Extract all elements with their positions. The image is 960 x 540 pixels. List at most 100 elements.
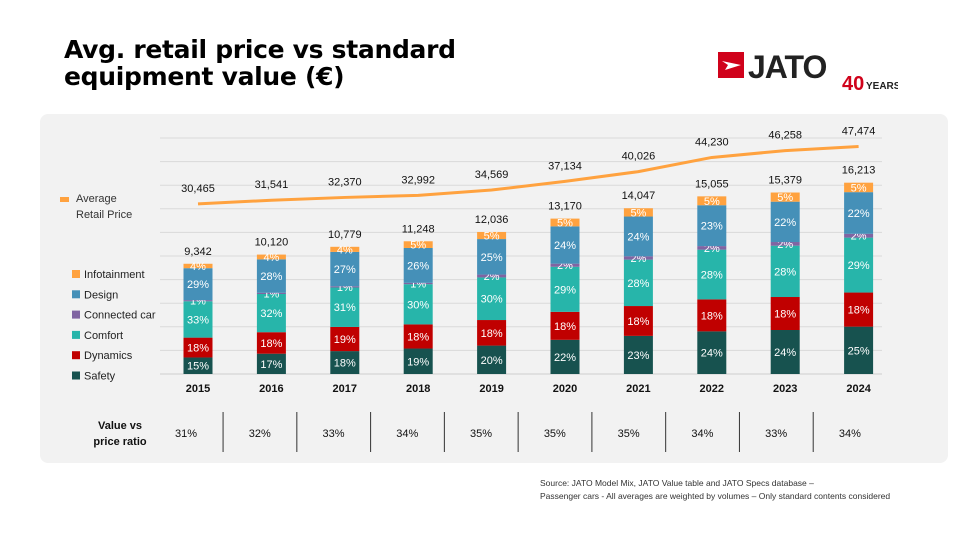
source-note: Source: JATO Model Mix, JATO Value table… xyxy=(540,477,890,503)
bar-segment-design xyxy=(697,205,727,247)
ratio-value: 35% xyxy=(618,428,640,440)
line-point-label: 47,474 xyxy=(842,126,876,138)
bar-segment-connected-car xyxy=(403,282,433,285)
bar-segment-comfort xyxy=(550,266,580,312)
segment-label: 28% xyxy=(701,270,723,282)
segment-label: 5% xyxy=(777,192,793,204)
segment-label: 5% xyxy=(851,182,867,194)
ratio-value: 34% xyxy=(396,428,418,440)
bar-segment-connected-car xyxy=(330,286,360,288)
segment-label: 18% xyxy=(260,338,282,350)
segment-label: 5% xyxy=(557,217,573,229)
segment-label: 19% xyxy=(334,334,356,346)
segment-label: 23% xyxy=(701,221,723,233)
svg-text:JATO: JATO xyxy=(748,49,827,85)
segment-label: 17% xyxy=(260,359,282,371)
x-tick-label: 2020 xyxy=(553,383,577,395)
x-tick-label: 2017 xyxy=(333,383,357,395)
legend-label: Infotainment xyxy=(84,269,145,281)
bar-segment-connected-car xyxy=(183,300,213,302)
segment-label: 18% xyxy=(407,331,429,343)
bar-segment-design xyxy=(623,216,653,257)
bar-segment-safety xyxy=(770,330,800,374)
segment-label: 18% xyxy=(554,321,576,333)
segment-label: 4% xyxy=(263,252,279,264)
segment-label: 24% xyxy=(774,347,796,359)
segment-label: 5% xyxy=(484,231,500,243)
x-tick-label: 2021 xyxy=(626,383,650,395)
legend-line-label: Average xyxy=(76,193,117,205)
svg-text:YEARS: YEARS xyxy=(866,81,898,92)
segment-label: 22% xyxy=(774,217,796,229)
legend-swatch xyxy=(72,371,80,380)
svg-text:40: 40 xyxy=(842,73,864,92)
jato-logo: JATO 40 YEARS xyxy=(718,49,898,92)
segment-label: 18% xyxy=(848,305,870,317)
source-line-1: Source: JATO Model Mix, JATO Value table… xyxy=(540,478,814,488)
segment-label: 4% xyxy=(190,261,206,273)
segment-label: 25% xyxy=(481,252,503,264)
segment-label: 29% xyxy=(554,284,576,296)
bar-segment-comfort xyxy=(770,245,800,298)
legend-label: Design xyxy=(84,289,118,301)
segment-label: 27% xyxy=(334,264,356,276)
segment-label: 32% xyxy=(260,308,282,320)
segment-label: 18% xyxy=(701,310,723,322)
x-tick-label: 2018 xyxy=(406,383,430,395)
bar-segment-connected-car xyxy=(623,256,653,260)
ratio-value: 34% xyxy=(839,428,861,440)
ratio-value: 34% xyxy=(691,428,713,440)
ratio-value: 33% xyxy=(765,428,787,440)
bar-segment-safety xyxy=(550,339,580,374)
source-line-2: Passenger cars - All averages are weight… xyxy=(540,491,891,501)
segment-label: 28% xyxy=(627,278,649,290)
bar-segment-design xyxy=(844,192,874,234)
bar-segment-design xyxy=(256,259,286,293)
ratio-value: 33% xyxy=(323,428,345,440)
segment-label: 15% xyxy=(187,361,209,373)
line-point-label: 31,541 xyxy=(255,179,289,191)
bar-segment-dynamics xyxy=(403,324,433,349)
segment-label: 30% xyxy=(481,294,503,306)
legend-swatch xyxy=(72,351,80,360)
segment-label: 5% xyxy=(410,240,426,252)
x-tick-label: 2016 xyxy=(259,383,283,395)
bar-segment-comfort xyxy=(403,284,433,325)
legend-line-swatch xyxy=(60,197,69,202)
x-tick-label: 2019 xyxy=(479,383,503,395)
line-point-label: 30,465 xyxy=(181,183,215,195)
segment-label: 18% xyxy=(481,328,503,340)
segment-label: 24% xyxy=(627,231,649,243)
x-tick-label: 2015 xyxy=(186,383,210,395)
ratio-value: 35% xyxy=(470,428,492,440)
bar-segment-dynamics xyxy=(183,337,213,358)
segment-label: 33% xyxy=(187,314,209,326)
bar-segment-connected-car xyxy=(477,274,507,278)
bar-segment-comfort xyxy=(477,277,507,321)
bar-segment-design xyxy=(183,268,213,301)
bar-segment-safety xyxy=(697,331,727,374)
bar-segment-safety xyxy=(256,353,286,374)
bar-total-label: 14,047 xyxy=(622,190,656,202)
segment-label: 18% xyxy=(187,343,209,355)
bar-segment-safety xyxy=(844,326,874,374)
ratio-value: 35% xyxy=(544,428,566,440)
ratio-value: 32% xyxy=(249,428,271,440)
legend-label: Comfort xyxy=(84,330,123,342)
bar-segment-infotainment xyxy=(770,192,800,202)
bar-segment-design xyxy=(330,251,360,287)
ratio-row-label: price ratio xyxy=(93,436,146,448)
bar-segment-design xyxy=(770,201,800,243)
bar-segment-infotainment xyxy=(330,246,360,252)
bar-segment-safety xyxy=(330,351,360,374)
segment-label: 18% xyxy=(334,358,356,370)
bar-segment-comfort xyxy=(623,259,653,307)
bar-segment-infotainment xyxy=(844,182,874,193)
bar-segment-connected-car xyxy=(770,242,800,246)
bar-segment-safety xyxy=(623,335,653,374)
legend-swatch xyxy=(72,330,80,339)
bar-segment-infotainment xyxy=(477,231,507,240)
